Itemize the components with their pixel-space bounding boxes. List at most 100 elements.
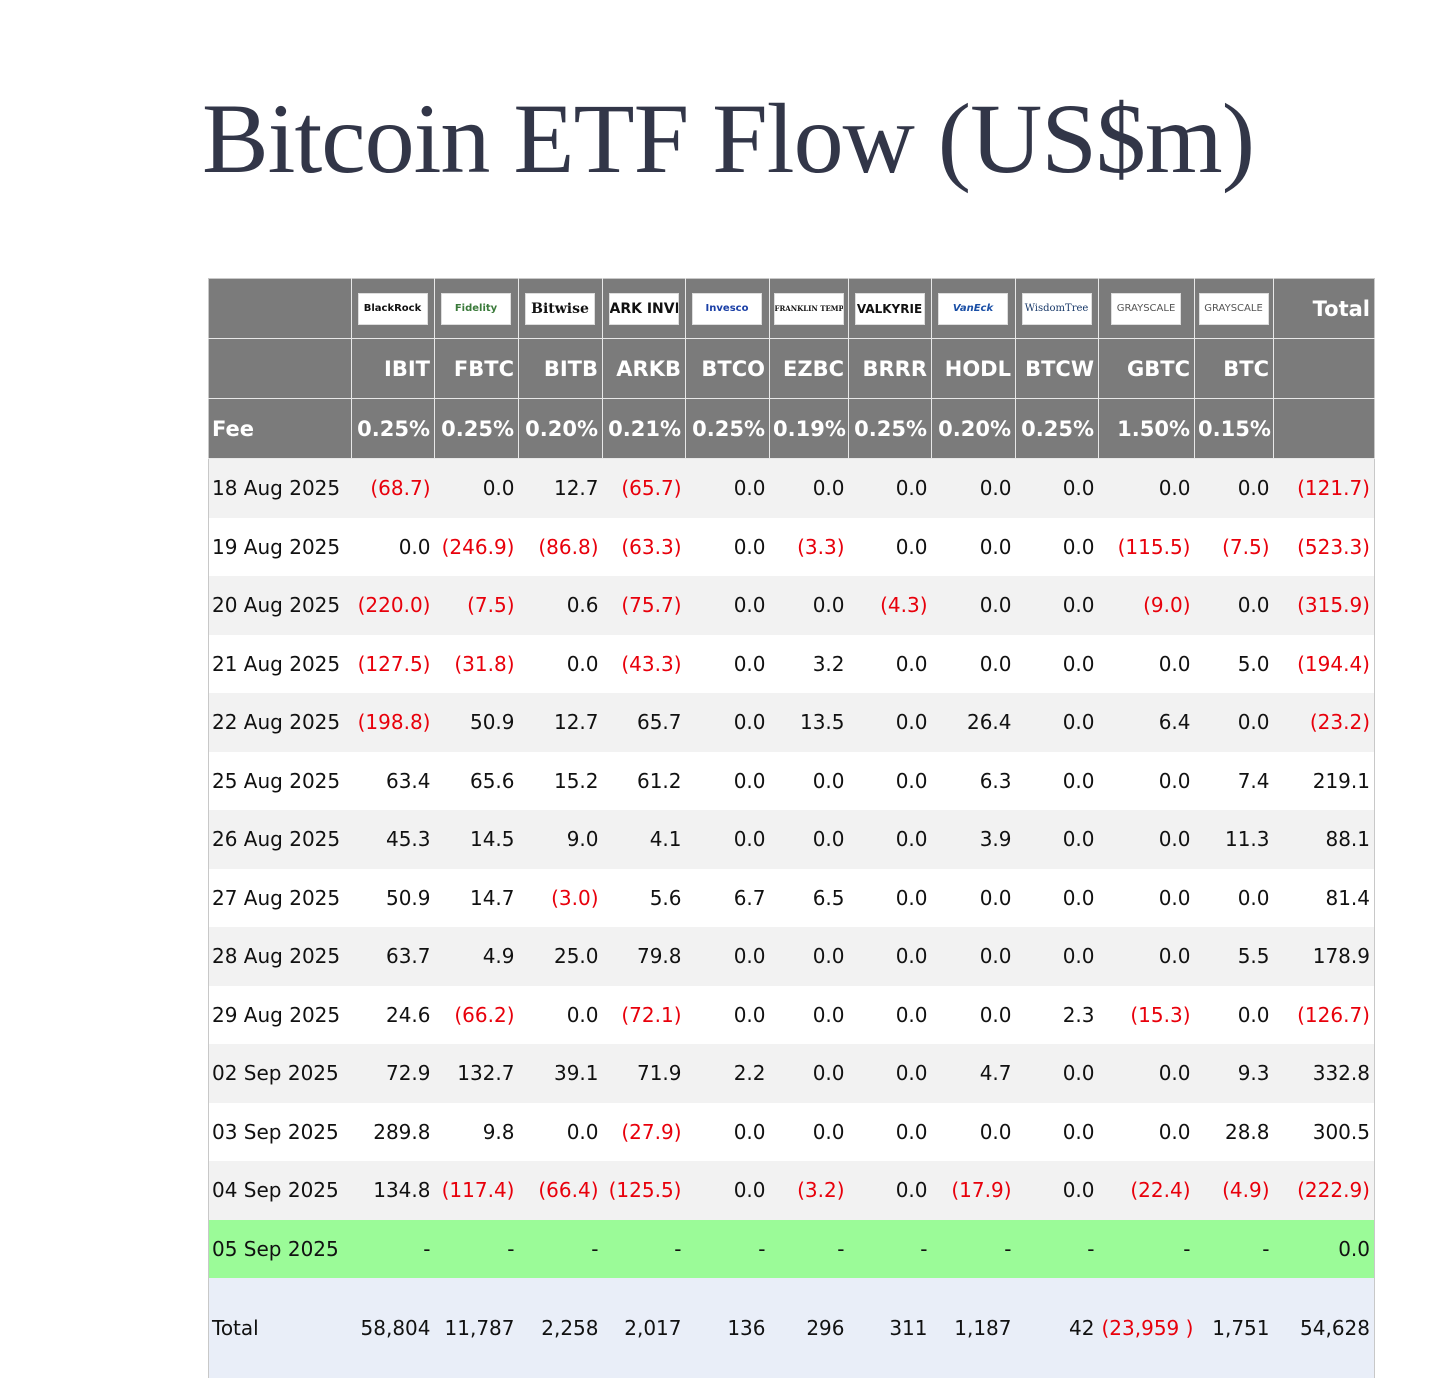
flow-value: 61.2 bbox=[602, 751, 686, 810]
ark-logo-cell: ARK INVEST bbox=[602, 278, 686, 339]
ticker-header: BRRR bbox=[848, 338, 932, 399]
flow-value: 0.0 bbox=[1015, 868, 1099, 927]
ticker-header: ARKB bbox=[602, 338, 686, 399]
row-date: 03 Sep 2025 bbox=[208, 1102, 352, 1161]
table-row: 20 Aug 2025 (220.0) (7.5) 0.6 (75.7) 0.0 0.0 (4… bbox=[208, 576, 1375, 635]
page-title: Bitcoin ETF Flow (US$m) bbox=[201, 83, 1255, 194]
flow-value: 65.6 bbox=[434, 751, 519, 810]
flow-value: 0.0 bbox=[769, 985, 849, 1044]
flow-value: 4.7 bbox=[931, 1044, 1016, 1103]
flow-value: 6.7 bbox=[685, 868, 770, 927]
flow-value: 0.0 bbox=[1098, 458, 1195, 518]
flow-value: 0.0 bbox=[685, 693, 770, 752]
table-row: 22 Aug 2025 (198.8) 50.9 12.7 65.7 0.0 13.5 0.0… bbox=[208, 693, 1375, 752]
flow-value: 0.0 bbox=[685, 517, 770, 576]
flow-value: 39.1 bbox=[518, 1044, 603, 1103]
total-value: 311 bbox=[848, 1278, 932, 1378]
table-row: 03 Sep 2025 289.8 9.8 0.0 (27.9) 0.0 0.0 0.0 0.0… bbox=[208, 1102, 1375, 1161]
flow-value: 0.0 bbox=[685, 985, 770, 1044]
flow-value: 7.4 bbox=[1194, 751, 1274, 810]
table-row: 04 Sep 2025 134.8 (117.4) (66.4) (125.5) 0.0(… bbox=[208, 1161, 1375, 1220]
total-value: 58,804 bbox=[351, 1278, 435, 1378]
flow-value: - bbox=[931, 1219, 1016, 1278]
table-row: 21 Aug 2025 (127.5) (31.8) 0.0 (43.3) 0.0 3.2 0… bbox=[208, 634, 1375, 693]
flow-value: 0.0 bbox=[769, 751, 849, 810]
ticker-header: FBTC bbox=[434, 338, 519, 399]
flow-value: 9.8 bbox=[434, 1102, 519, 1161]
flow-value: (9.0) bbox=[1098, 576, 1195, 635]
flow-value: 26.4 bbox=[931, 693, 1016, 752]
flow-value: 72.9 bbox=[351, 1044, 435, 1103]
row-date: 04 Sep 2025 bbox=[208, 1161, 352, 1220]
flow-value: 4.1 bbox=[602, 810, 686, 869]
row-total: 0.0 bbox=[1273, 1219, 1375, 1278]
flow-value: 0.0 bbox=[931, 1102, 1016, 1161]
flow-value: 79.8 bbox=[602, 927, 686, 986]
flow-value: 0.0 bbox=[1015, 1044, 1099, 1103]
flow-value: 0.0 bbox=[1098, 1044, 1195, 1103]
flow-value: 0.0 bbox=[931, 868, 1016, 927]
ticker-header: IBIT bbox=[351, 338, 435, 399]
flow-value: - bbox=[685, 1219, 770, 1278]
flow-value: 0.0 bbox=[1015, 634, 1099, 693]
flow-value: 0.0 bbox=[848, 634, 932, 693]
flow-value: (63.3) bbox=[602, 517, 686, 576]
flow-value: - bbox=[518, 1219, 603, 1278]
flow-value: 0.0 bbox=[848, 810, 932, 869]
flow-value: - bbox=[769, 1219, 849, 1278]
total-value: 1,187 bbox=[931, 1278, 1016, 1378]
table-row: 19 Aug 2025 0.0 (246.9) (86.8) (63.3) 0.0 (3.3… bbox=[208, 517, 1375, 576]
table-row: 26 Aug 2025 45.3 14.5 9.0 4.1 0.0 0.0 0.0 3.9 0.0… bbox=[208, 810, 1375, 869]
row-total: (222.9) bbox=[1273, 1161, 1375, 1220]
vaneck-logo-cell: VanEck bbox=[931, 278, 1016, 339]
flow-value: (22.4) bbox=[1098, 1161, 1195, 1220]
ticker-header: BTCW bbox=[1015, 338, 1099, 399]
fee-value: 0.25% bbox=[1015, 398, 1099, 459]
flow-value: 0.0 bbox=[434, 458, 519, 518]
flow-value: 2.3 bbox=[1015, 985, 1099, 1044]
ticker-header: EZBC bbox=[769, 338, 849, 399]
flow-value: 0.0 bbox=[1098, 634, 1195, 693]
total-value: 42 bbox=[1015, 1278, 1099, 1378]
header-blank bbox=[208, 278, 352, 339]
wisdomtree-logo: WisdomTree bbox=[1021, 292, 1092, 325]
total-value: 54,628 bbox=[1273, 1278, 1375, 1378]
row-total: 81.4 bbox=[1273, 868, 1375, 927]
flow-value: 28.8 bbox=[1194, 1102, 1274, 1161]
table-row: 29 Aug 2025 24.6 (66.2) 0.0 (72.1) 0.0 0.0 0.0 0… bbox=[208, 985, 1375, 1044]
grayscale-logo: GRAYSCALE bbox=[1198, 292, 1269, 325]
flow-value: 6.4 bbox=[1098, 693, 1195, 752]
flow-value: 14.5 bbox=[434, 810, 519, 869]
flow-value: 0.0 bbox=[848, 985, 932, 1044]
flow-value: (4.9) bbox=[1194, 1161, 1274, 1220]
table-row: 02 Sep 2025 72.9 132.7 39.1 71.9 2.2 0.0 0.0 4.7… bbox=[208, 1044, 1375, 1103]
flow-table-body: 18 Aug 2025 (68.7) 0.0 12.7 (65.7) 0.0 0.0 0.0 0… bbox=[208, 458, 1375, 1378]
flow-value: (7.5) bbox=[1194, 517, 1274, 576]
flow-value: 0.0 bbox=[848, 693, 932, 752]
row-date: 28 Aug 2025 bbox=[208, 927, 352, 986]
row-total: (126.7) bbox=[1273, 985, 1375, 1044]
etf-flow-table: BlackRock Fidelity Bitwise ARK INVEST In… bbox=[208, 278, 1375, 1378]
flow-value: 0.0 bbox=[685, 576, 770, 635]
total-value: 296 bbox=[769, 1278, 849, 1378]
flow-value: 0.0 bbox=[848, 1102, 932, 1161]
flow-value: 0.0 bbox=[1015, 810, 1099, 869]
flow-value: 5.6 bbox=[602, 868, 686, 927]
flow-value: - bbox=[848, 1219, 932, 1278]
vaneck-logo: VanEck bbox=[938, 292, 1008, 325]
flow-value: 0.0 bbox=[769, 810, 849, 869]
flow-value: (27.9) bbox=[602, 1102, 686, 1161]
flow-value: 0.0 bbox=[1194, 985, 1274, 1044]
blackrock-logo-cell: BlackRock bbox=[351, 278, 435, 339]
fee-value: 0.19% bbox=[769, 398, 849, 459]
flow-value: (31.8) bbox=[434, 634, 519, 693]
header-blank bbox=[208, 338, 352, 399]
row-date: 19 Aug 2025 bbox=[208, 517, 352, 576]
fee-label: Fee bbox=[208, 398, 352, 459]
flow-value: (3.0) bbox=[518, 868, 603, 927]
flow-value: 0.0 bbox=[685, 751, 770, 810]
flow-value: 0.0 bbox=[1194, 576, 1274, 635]
flow-value: 0.0 bbox=[1194, 693, 1274, 752]
today-row: 05 Sep 2025- - - - - - - - - - -0.0 bbox=[208, 1219, 1375, 1278]
flow-value: 0.0 bbox=[351, 517, 435, 576]
